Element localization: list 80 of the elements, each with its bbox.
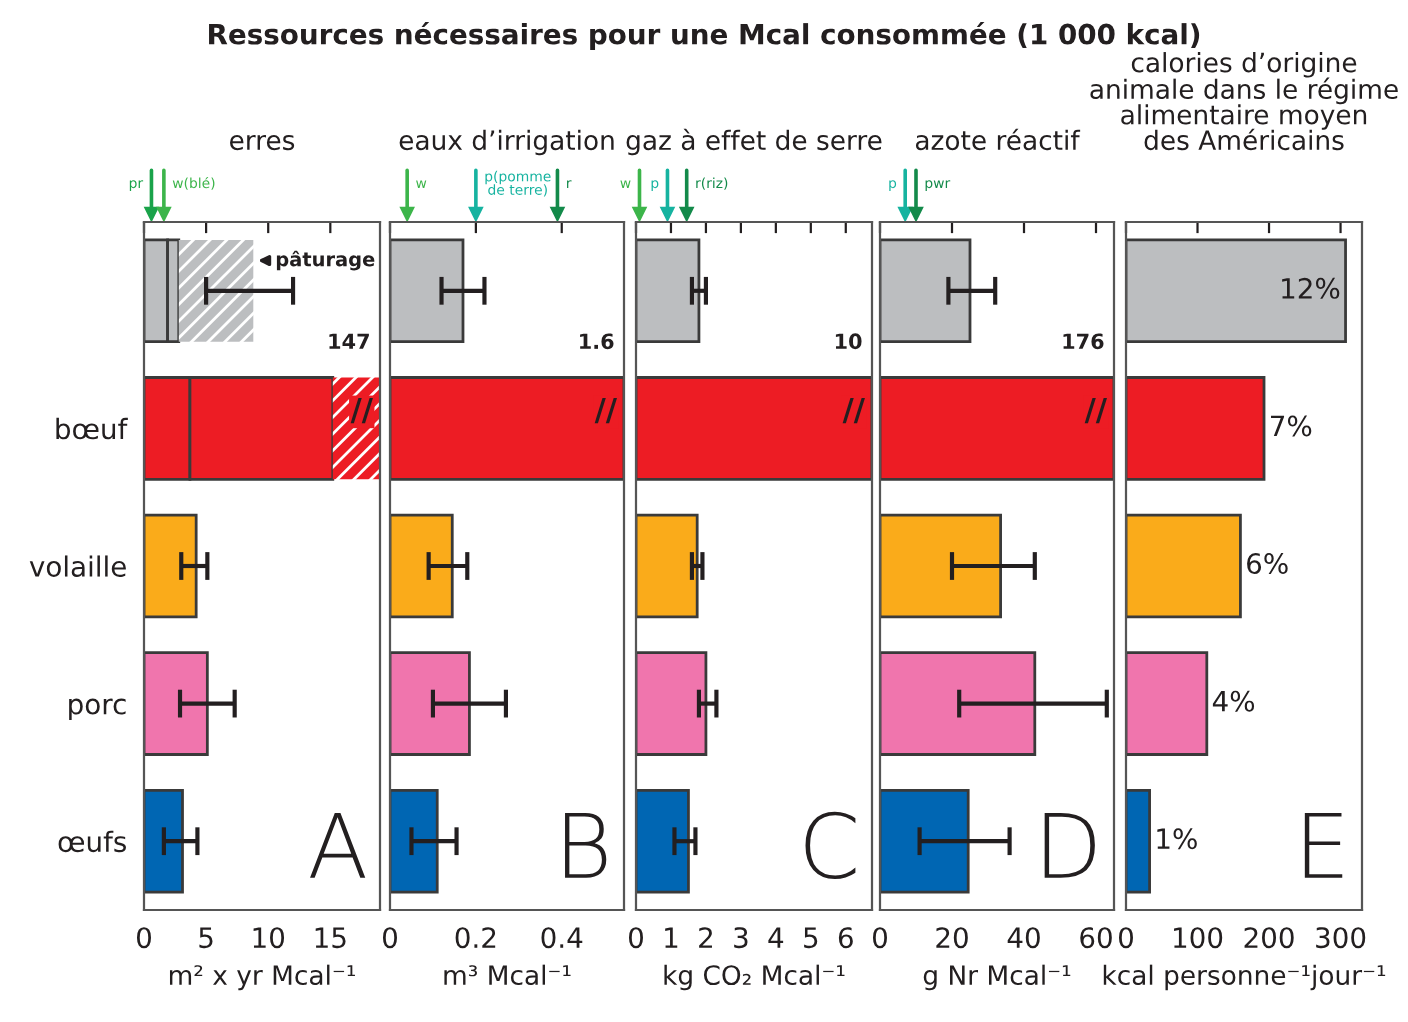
x-axis-title: m³ Mcal⁻¹ xyxy=(444,964,571,986)
bar xyxy=(390,651,471,756)
x-tick-label: 0.2 xyxy=(455,927,496,949)
annotation: 12% xyxy=(1282,277,1340,299)
chart-title: erres xyxy=(230,135,295,151)
annotation: 1.6 xyxy=(580,333,614,350)
x-tick-label: 40 xyxy=(1007,927,1040,949)
bar xyxy=(880,651,1037,756)
bar xyxy=(1126,513,1242,619)
annotation: pâturage xyxy=(276,250,375,271)
annotation: A xyxy=(310,812,366,878)
x-tick-label: 20 xyxy=(936,927,968,949)
bar xyxy=(636,788,690,894)
bar xyxy=(880,376,1114,481)
x-tick-label: 0 xyxy=(1118,927,1133,949)
bar xyxy=(1126,376,1266,481)
x-tick-label: 5 xyxy=(804,927,818,949)
annotation: 10 xyxy=(835,333,862,350)
y-tick-label: porc xyxy=(69,698,126,720)
y-tick-label: volaille xyxy=(29,555,126,577)
chart-title: gaz à effet de serre xyxy=(626,128,882,156)
chart-title: eaux d’irrigation xyxy=(399,129,614,156)
x-tick-label: 2 xyxy=(699,927,712,948)
bar xyxy=(390,238,465,344)
x-tick-label: 15 xyxy=(315,927,346,949)
annotation: B xyxy=(565,812,607,878)
x-tick-label: 0 xyxy=(382,927,397,949)
bar xyxy=(178,239,254,342)
annotation: // xyxy=(1084,398,1107,424)
bar xyxy=(636,376,872,481)
bar xyxy=(636,238,701,344)
bar xyxy=(636,651,708,756)
bar xyxy=(1126,788,1151,894)
bar xyxy=(144,788,184,894)
bar xyxy=(1126,238,1347,344)
annotation: E xyxy=(1304,812,1343,878)
bar xyxy=(880,788,970,894)
bar xyxy=(144,651,209,756)
annotation: // xyxy=(350,398,373,424)
x-tick-label: 3 xyxy=(734,927,748,949)
y-tick-label: bœuf xyxy=(56,417,128,440)
x-tick-label: 1 xyxy=(665,927,678,948)
x-tick-label: 60 xyxy=(1080,927,1112,949)
x-tick-label: 100 xyxy=(1174,927,1223,949)
annotation: 1% xyxy=(1157,828,1197,850)
x-tick-label: 0 xyxy=(628,927,643,949)
annotation: 6% xyxy=(1247,553,1288,575)
x-tick-label: 300 xyxy=(1316,927,1366,949)
annotation: 176 xyxy=(1063,333,1104,350)
annotation: C xyxy=(805,811,856,880)
bar xyxy=(390,376,624,481)
bar xyxy=(144,513,198,619)
text: Ressources nécessaires pour une Mcal consommée (1 000 kcal) xyxy=(209,22,1200,50)
x-tick-label: 6 xyxy=(838,927,853,949)
x-axis-title: kcal personne⁻¹jour⁻¹ xyxy=(1103,964,1386,991)
chart-title: azote réactif xyxy=(915,128,1081,151)
bar xyxy=(636,513,699,619)
bar xyxy=(1126,651,1209,756)
bar xyxy=(880,513,1002,619)
y-tick-label: œufs xyxy=(58,830,126,853)
annotation: // xyxy=(594,398,617,424)
annotation: 147 xyxy=(329,333,369,349)
bar xyxy=(390,788,439,894)
annotation: 4% xyxy=(1212,690,1255,712)
chart-title: calories d’origine animale dans le régime alimentaire moyen des Américains xyxy=(1090,52,1398,151)
annotation: D xyxy=(1044,812,1095,878)
x-tick-label: 10 xyxy=(253,927,285,949)
x-tick-label: 0 xyxy=(872,927,887,949)
x-axis-title: kg CO₂ Mcal⁻¹ xyxy=(664,964,845,991)
annotation: 7% xyxy=(1271,415,1312,437)
x-tick-label: 0 xyxy=(136,927,151,949)
annotation: // xyxy=(842,398,865,424)
x-tick-label: 5 xyxy=(199,927,213,949)
x-axis-title: g Nr Mcal⁻¹ xyxy=(923,964,1071,991)
x-tick-label: 200 xyxy=(1244,927,1294,949)
bar xyxy=(880,238,972,344)
bar xyxy=(390,513,454,619)
x-tick-label: 0.4 xyxy=(541,927,583,949)
x-tick-label: 4 xyxy=(768,927,784,948)
x-axis-title: m² x yr Mcal⁻¹ xyxy=(169,964,355,991)
